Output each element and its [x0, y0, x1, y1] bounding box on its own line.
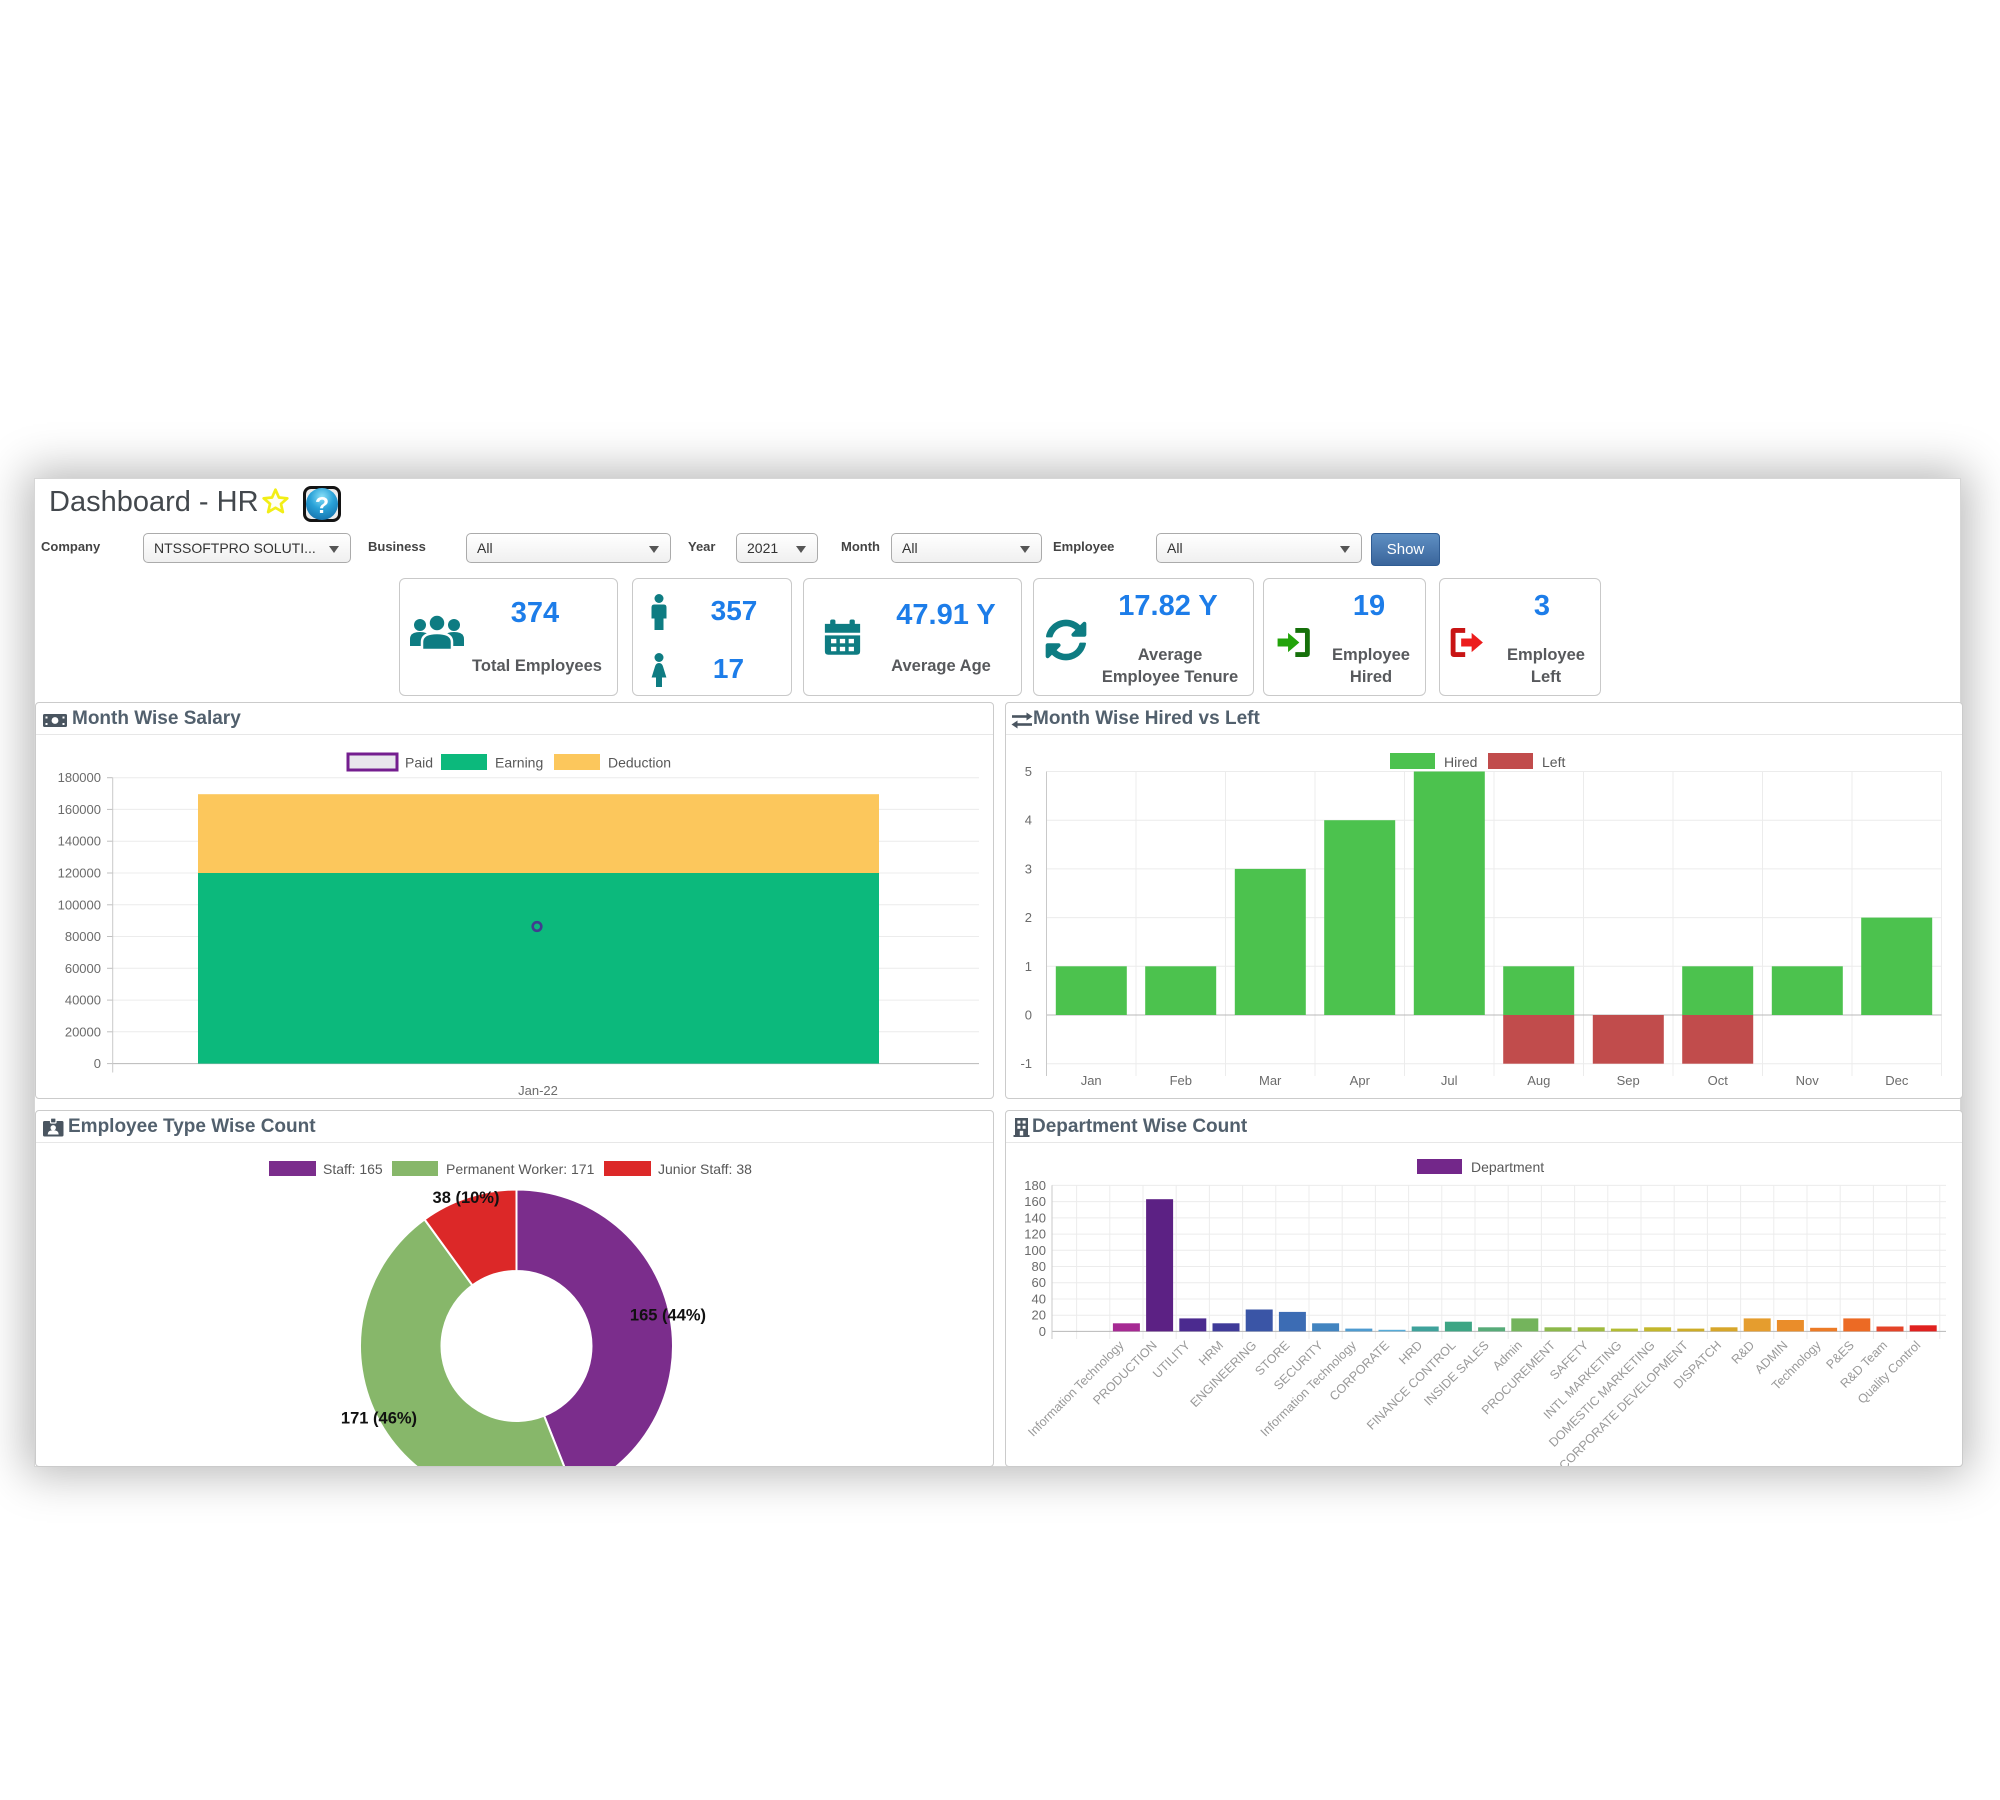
- svg-text:60000: 60000: [65, 961, 101, 976]
- svg-text:Aug: Aug: [1527, 1073, 1550, 1088]
- svg-text:0: 0: [1025, 1008, 1032, 1023]
- svg-text:Jul: Jul: [1441, 1073, 1458, 1088]
- svg-text:160: 160: [1024, 1194, 1046, 1209]
- svg-text:Jan-22: Jan-22: [518, 1083, 558, 1098]
- svg-text:140000: 140000: [58, 834, 101, 849]
- svg-text:180000: 180000: [58, 770, 101, 785]
- svg-text:Permanent Worker: 171: Permanent Worker: 171: [446, 1161, 595, 1177]
- svg-text:CORPORATE: CORPORATE: [1327, 1338, 1392, 1403]
- svg-text:60: 60: [1032, 1275, 1046, 1290]
- svg-text:80000: 80000: [65, 929, 101, 944]
- svg-text:140: 140: [1024, 1210, 1046, 1225]
- svg-text:HRM: HRM: [1196, 1338, 1226, 1368]
- svg-text:Deduction: Deduction: [608, 755, 671, 771]
- svg-text:100000: 100000: [58, 897, 101, 912]
- svg-text:-1: -1: [1020, 1056, 1032, 1071]
- svg-text:2: 2: [1025, 910, 1032, 925]
- svg-text:Feb: Feb: [1170, 1073, 1192, 1088]
- svg-text:0: 0: [94, 1056, 101, 1071]
- svg-text:Staff: 165: Staff: 165: [323, 1161, 383, 1177]
- svg-text:UTILITY: UTILITY: [1150, 1338, 1193, 1381]
- svg-text:1: 1: [1025, 959, 1032, 974]
- svg-text:171 (46%): 171 (46%): [341, 1410, 417, 1428]
- svg-text:0: 0: [1039, 1324, 1046, 1339]
- svg-text:38 (10%): 38 (10%): [433, 1189, 500, 1207]
- svg-text:Junior Staff: 38: Junior Staff: 38: [658, 1161, 752, 1177]
- svg-text:Paid: Paid: [405, 755, 433, 771]
- svg-text:20: 20: [1032, 1308, 1046, 1323]
- svg-text:Dec: Dec: [1885, 1073, 1909, 1088]
- svg-text:165 (44%): 165 (44%): [630, 1307, 706, 1325]
- svg-text:160000: 160000: [58, 802, 101, 817]
- svg-text:R&D: R&D: [1729, 1338, 1758, 1367]
- svg-text:20000: 20000: [65, 1024, 101, 1039]
- svg-text:120: 120: [1024, 1227, 1046, 1242]
- svg-text:80: 80: [1032, 1259, 1046, 1274]
- svg-text:Earning: Earning: [495, 755, 543, 771]
- svg-text:Nov: Nov: [1796, 1073, 1820, 1088]
- svg-text:Department: Department: [1471, 1159, 1544, 1175]
- svg-text:HRD: HRD: [1396, 1338, 1425, 1367]
- svg-text:5: 5: [1025, 764, 1032, 779]
- svg-text:100: 100: [1024, 1243, 1046, 1258]
- svg-text:Jan: Jan: [1081, 1073, 1102, 1088]
- svg-text:3: 3: [1025, 861, 1032, 876]
- svg-text:Sep: Sep: [1617, 1073, 1640, 1088]
- svg-text:Oct: Oct: [1708, 1073, 1729, 1088]
- svg-text:Hired: Hired: [1444, 754, 1477, 770]
- svg-text:Left: Left: [1542, 754, 1565, 770]
- svg-text:40: 40: [1032, 1292, 1046, 1307]
- svg-text:4: 4: [1025, 813, 1032, 828]
- svg-text:40000: 40000: [65, 993, 101, 1008]
- svg-text:Mar: Mar: [1259, 1073, 1282, 1088]
- svg-text:120000: 120000: [58, 866, 101, 881]
- svg-text:180: 180: [1024, 1178, 1046, 1193]
- svg-text:Apr: Apr: [1350, 1073, 1371, 1088]
